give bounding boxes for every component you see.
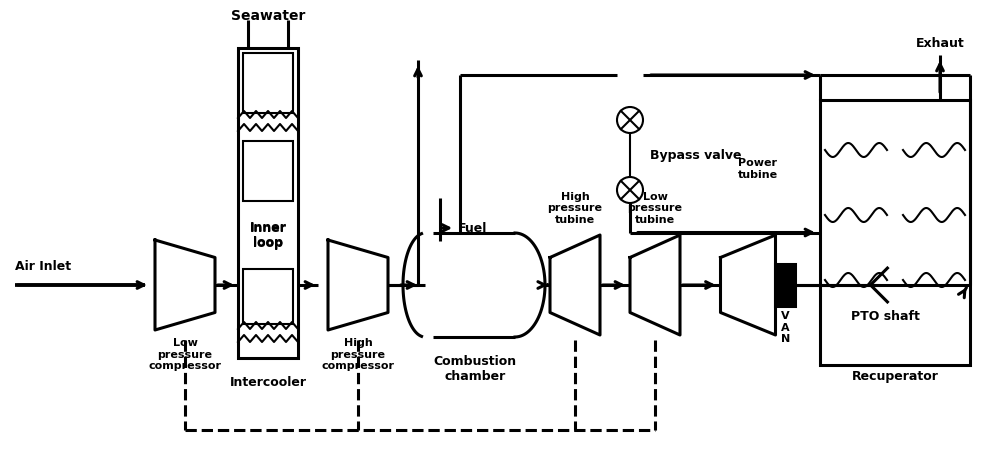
Bar: [238, 48, 298, 358]
Text: PTO shaft: PTO shaft: [851, 310, 920, 323]
Text: Inner
loop: Inner loop: [250, 221, 286, 249]
Text: Recuperator: Recuperator: [851, 370, 938, 383]
Text: Seawater: Seawater: [231, 9, 305, 23]
Bar: [820, 100, 970, 365]
Text: Fuel: Fuel: [458, 221, 487, 234]
Text: V
A
N: V A N: [780, 311, 790, 344]
Text: High
pressure
compressor: High pressure compressor: [321, 338, 394, 371]
Text: Low
pressure
tubine: Low pressure tubine: [628, 192, 683, 225]
Bar: [243, 53, 293, 113]
Text: Inner
loop: Inner loop: [250, 222, 286, 250]
Text: High
pressure
tubine: High pressure tubine: [548, 192, 603, 225]
Bar: [775, 264, 795, 306]
Text: Power
tubine: Power tubine: [738, 158, 778, 180]
Text: Exhaut: Exhaut: [915, 37, 964, 50]
Text: Low
pressure
compressor: Low pressure compressor: [149, 338, 222, 371]
Text: Combustion
chamber: Combustion chamber: [433, 355, 517, 383]
Bar: [243, 269, 293, 324]
Text: Intercooler: Intercooler: [230, 376, 306, 389]
Text: Bypass valve: Bypass valve: [650, 149, 742, 162]
Text: Air Inlet: Air Inlet: [15, 260, 71, 274]
Bar: [243, 141, 293, 201]
